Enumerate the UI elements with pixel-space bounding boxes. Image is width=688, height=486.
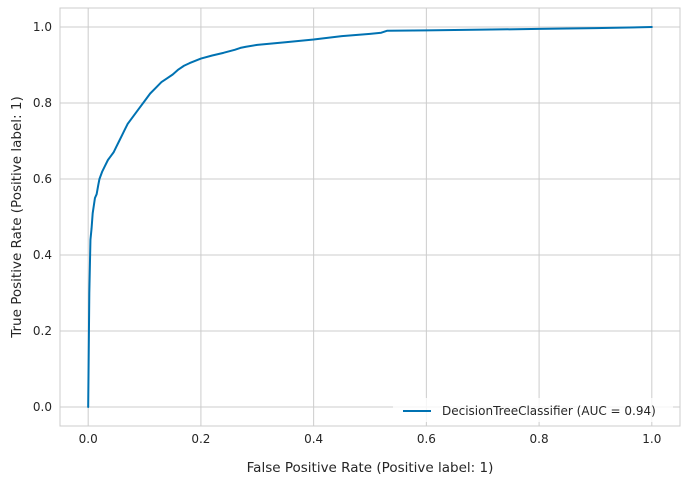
y-tick-label: 1.0 [33,20,52,34]
x-tick-label: 0.8 [530,432,549,446]
x-tick-label: 0.0 [79,432,98,446]
series-layer [87,26,653,408]
y-tick-label: 0.4 [33,248,52,262]
y-tick-label: 0.0 [33,400,52,414]
x-tick-label: 0.6 [417,432,436,446]
y-axis-label: True Positive Rate (Positive label: 1) [9,96,25,339]
legend-label: DecisionTreeClassifier (AUC = 0.94) [442,404,656,418]
x-axis-label: False Positive Rate (Positive label: 1) [247,460,494,476]
x-tick-label: 0.4 [304,432,323,446]
x-tick-label: 1.0 [642,432,661,446]
plot-area [59,7,681,427]
y-tick-label: 0.6 [33,172,52,186]
ticks-layer: 0.0 0.2 0.4 0.6 0.8 1.0 0.0 0.2 0.4 0.6 0.8 1.0 [33,20,661,446]
y-tick-label: 0.2 [33,324,52,338]
roc-curve [87,26,653,408]
legend-box [393,398,673,422]
grid-layer [60,8,680,426]
x-tick-label: 0.2 [191,432,210,446]
legend: DecisionTreeClassifier (AUC = 0.94) [393,398,673,422]
y-tick-label: 0.8 [33,96,52,110]
